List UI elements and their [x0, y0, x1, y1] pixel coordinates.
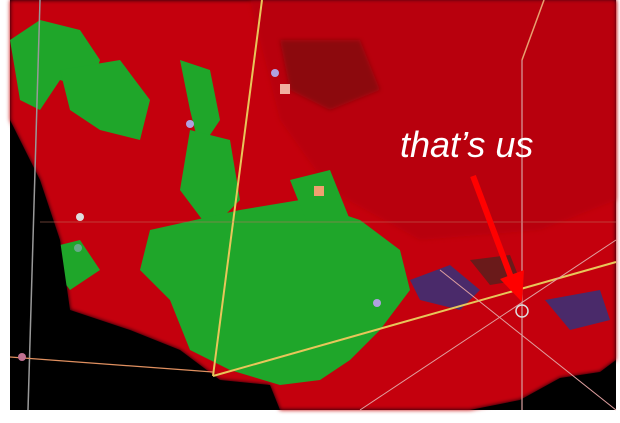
no-data-area — [470, 360, 616, 410]
range-folded-area — [410, 265, 610, 330]
velocity-shade — [280, 40, 380, 110]
annotation-arrow — [470, 174, 524, 302]
no-data-area — [10, 120, 280, 410]
annotation-text: that’s us — [400, 124, 533, 165]
map-markers — [18, 69, 529, 361]
map-lines — [9, 0, 617, 411]
